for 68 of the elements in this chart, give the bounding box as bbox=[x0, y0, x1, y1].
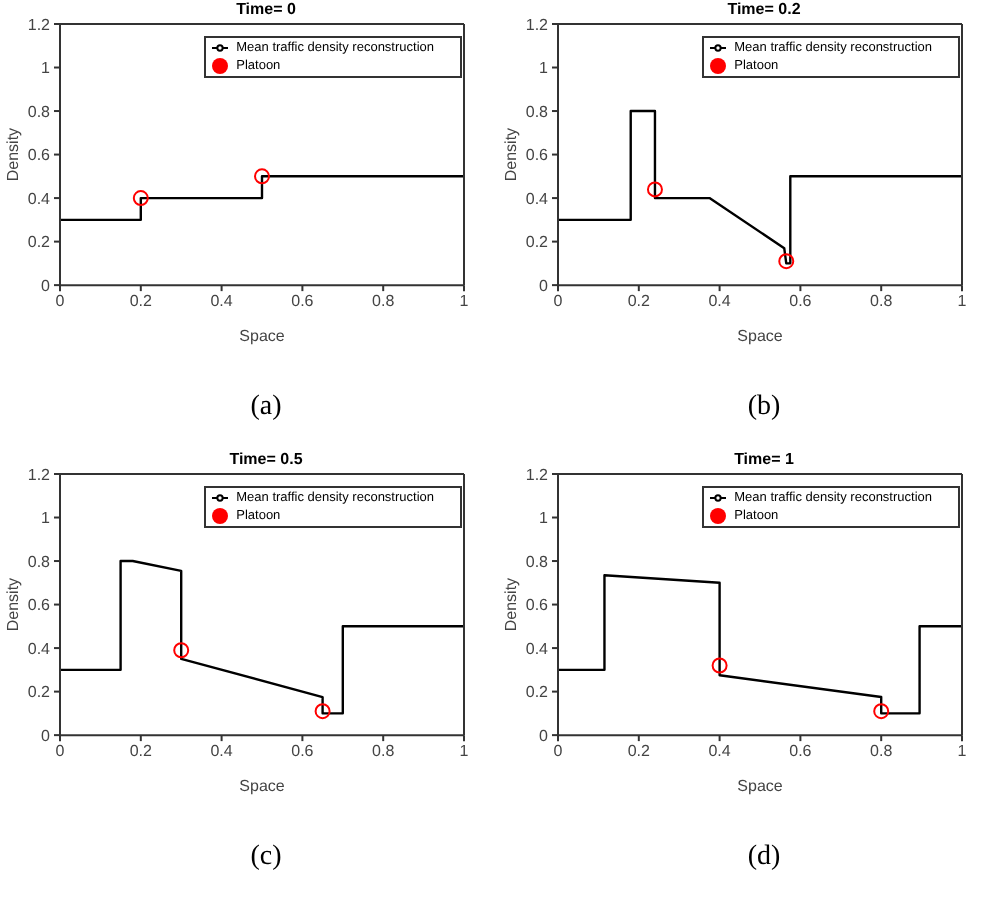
x-tick-label: 1 bbox=[957, 742, 968, 761]
y-tick-label: 0 bbox=[539, 726, 550, 745]
y-tick-label: 1 bbox=[539, 509, 550, 528]
y-axis-title: Density bbox=[3, 127, 22, 182]
chart-title: Time= 0.2 bbox=[725, 0, 803, 18]
y-tick-label: 0.2 bbox=[525, 233, 550, 252]
x-tick-label: 0.8 bbox=[372, 742, 396, 761]
x-tick-label: 0.8 bbox=[372, 292, 396, 311]
y-tick-label: 1 bbox=[41, 59, 52, 78]
y-tick-label: 0.4 bbox=[525, 639, 550, 658]
text: (a) bbox=[248, 392, 284, 424]
y-axis-title: Density bbox=[501, 577, 520, 632]
x-tick-label: 0.4 bbox=[210, 742, 234, 761]
text: (c) bbox=[248, 842, 284, 874]
x-tick-label: 0 bbox=[553, 742, 564, 761]
x-tick-label: 0.4 bbox=[708, 292, 732, 311]
y-tick-label: 1.2 bbox=[27, 465, 52, 484]
x-axis-title: Space bbox=[737, 327, 784, 346]
x-axis-title: Space bbox=[239, 777, 286, 796]
chart-title: Time= 1 bbox=[732, 450, 796, 468]
y-axis-title: Density bbox=[3, 577, 22, 632]
text: (b) bbox=[745, 392, 783, 424]
y-tick-label: 0.6 bbox=[27, 146, 52, 165]
x-tick-label: 0.8 bbox=[870, 292, 894, 311]
x-axis-title: Space bbox=[737, 777, 784, 796]
y-tick-label: 0.8 bbox=[27, 552, 52, 571]
y-tick-label: 0.2 bbox=[27, 683, 52, 702]
y-tick-label: 0.8 bbox=[27, 102, 52, 121]
x-tick-label: 0 bbox=[55, 292, 66, 311]
y-tick-label: 0.6 bbox=[525, 596, 550, 615]
y-tick-label: 0.4 bbox=[27, 189, 52, 208]
x-tick-label: 0.2 bbox=[129, 292, 154, 311]
x-tick-label: 0.6 bbox=[789, 292, 813, 311]
y-tick-label: 1.2 bbox=[27, 15, 52, 34]
y-axis-title: Density bbox=[501, 127, 520, 182]
x-tick-label: 0.8 bbox=[870, 742, 894, 761]
y-tick-label: 0.2 bbox=[27, 233, 52, 252]
x-tick-label: 0.6 bbox=[291, 292, 315, 311]
chart-title: Time= 0.5 bbox=[227, 450, 305, 468]
y-tick-label: 0.2 bbox=[525, 683, 550, 702]
chart-title: Time= 0 bbox=[234, 0, 298, 18]
x-tick-label: 1 bbox=[459, 292, 470, 311]
y-tick-label: 0 bbox=[539, 276, 550, 295]
y-tick-label: 0 bbox=[41, 726, 52, 745]
x-tick-label: 0.4 bbox=[210, 292, 234, 311]
x-tick-label: 0.2 bbox=[129, 742, 154, 761]
x-tick-label: 0.6 bbox=[789, 742, 813, 761]
y-tick-label: 0.4 bbox=[27, 639, 52, 658]
y-tick-label: 0 bbox=[41, 276, 52, 295]
y-tick-label: 1 bbox=[539, 59, 550, 78]
y-tick-label: 0.8 bbox=[525, 552, 550, 571]
x-tick-label: 1 bbox=[957, 292, 968, 311]
y-tick-label: 0.6 bbox=[27, 596, 52, 615]
text: (d) bbox=[745, 842, 783, 874]
y-tick-label: 0.4 bbox=[525, 189, 550, 208]
x-tick-label: 0.4 bbox=[708, 742, 732, 761]
y-tick-label: 1 bbox=[41, 509, 52, 528]
y-tick-label: 1.2 bbox=[525, 15, 550, 34]
x-tick-label: 0.2 bbox=[627, 292, 652, 311]
x-axis-title: Space bbox=[239, 327, 286, 346]
x-tick-label: 0 bbox=[55, 742, 66, 761]
y-tick-label: 1.2 bbox=[525, 465, 550, 484]
x-tick-label: 0 bbox=[553, 292, 564, 311]
x-tick-label: 1 bbox=[459, 742, 470, 761]
x-tick-label: 0.2 bbox=[627, 742, 652, 761]
y-tick-label: 0.6 bbox=[525, 146, 550, 165]
x-tick-label: 0.6 bbox=[291, 742, 315, 761]
y-tick-label: 0.8 bbox=[525, 102, 550, 121]
